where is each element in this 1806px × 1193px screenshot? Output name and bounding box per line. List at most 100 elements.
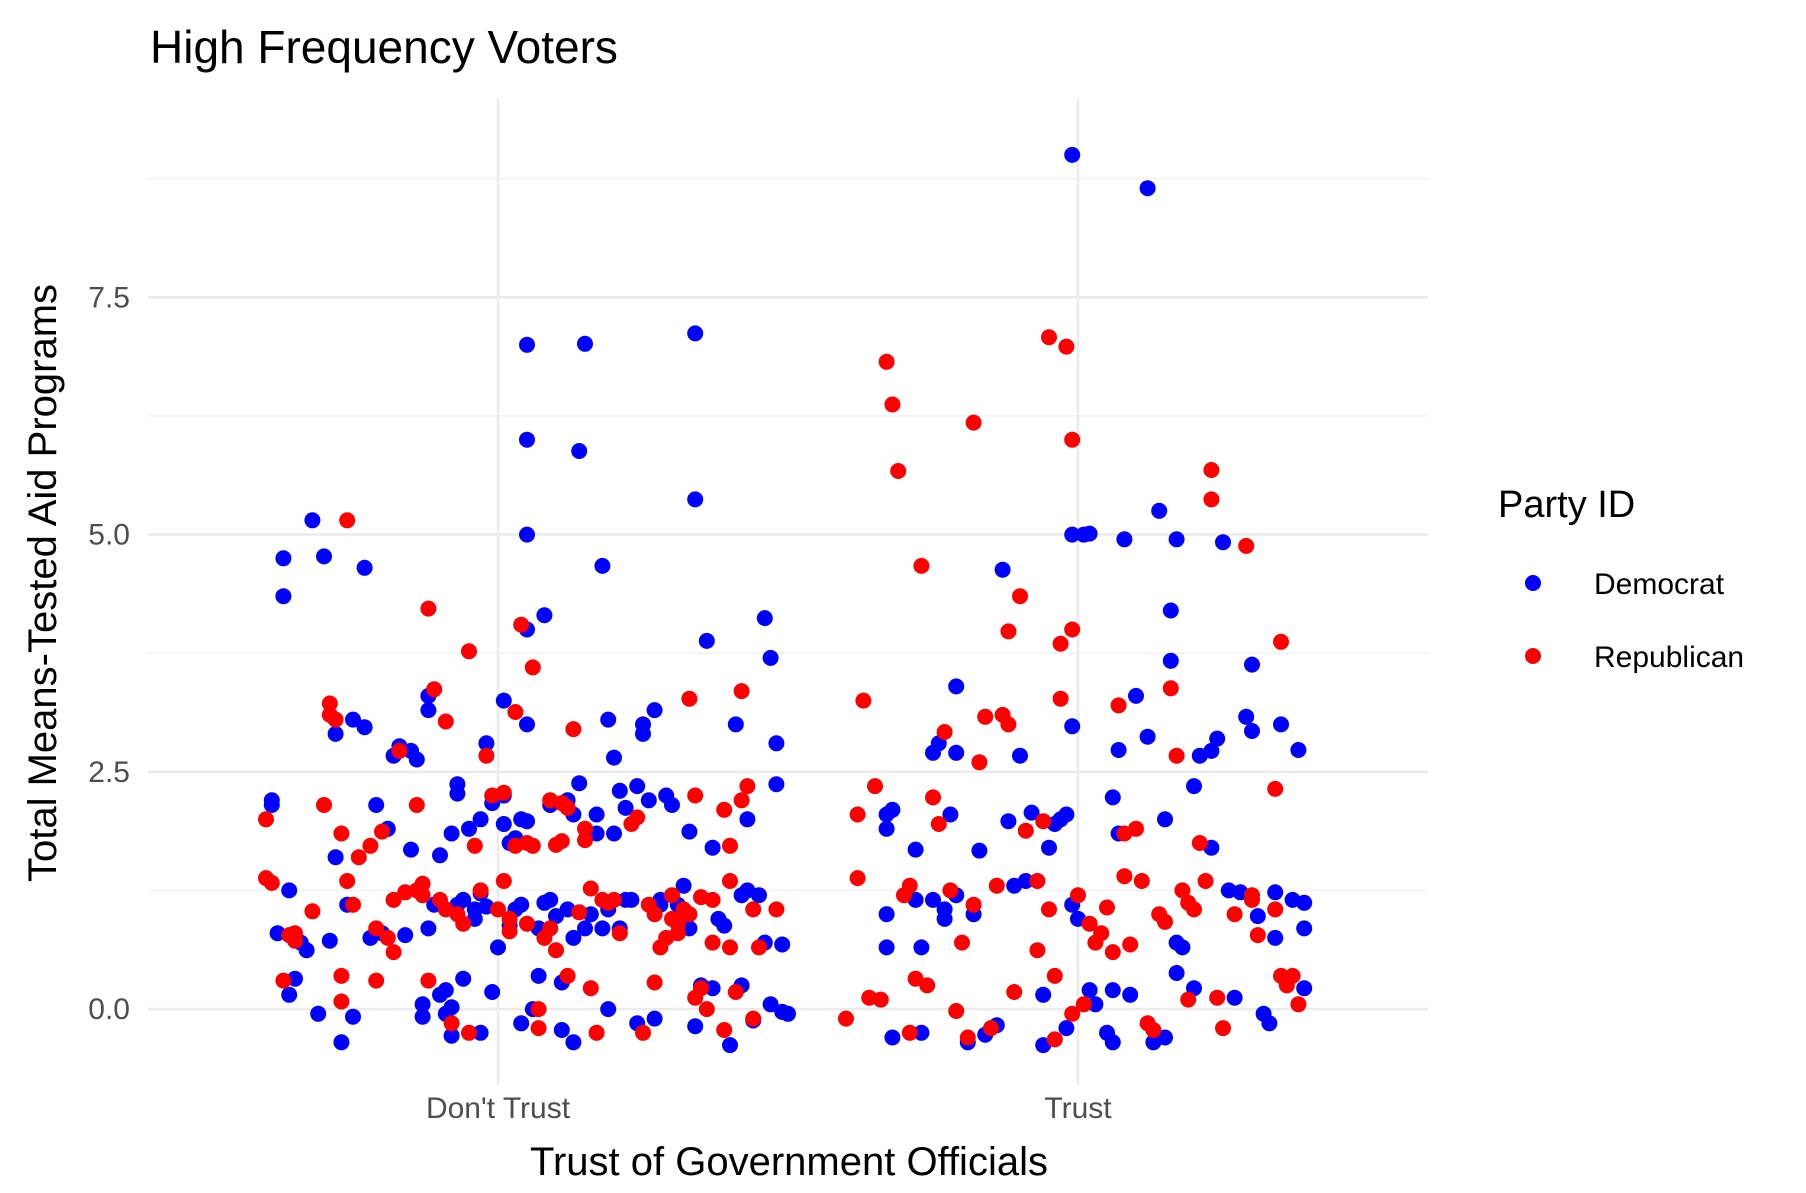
legend-title: Party ID [1498, 484, 1635, 526]
point-democrat [1296, 894, 1313, 911]
point-democrat [310, 1005, 327, 1022]
point-democrat [1110, 742, 1127, 758]
point-democrat [687, 491, 704, 508]
point-democrat [495, 692, 512, 709]
point-republican [739, 778, 756, 795]
point-republican [838, 1010, 854, 1027]
point-republican [461, 1024, 477, 1041]
point-republican [1046, 1031, 1063, 1048]
point-republican [727, 984, 744, 1000]
point-democrat [600, 711, 617, 728]
point-democrat [455, 891, 472, 908]
point-republican [530, 1020, 547, 1037]
point-republican [977, 708, 994, 725]
point-democrat [321, 932, 338, 949]
point-democrat [751, 887, 767, 904]
point-democrat [762, 996, 779, 1013]
point-republican [321, 695, 338, 712]
point-republican [379, 929, 396, 946]
point-democrat [1017, 873, 1034, 889]
point-democrat [316, 548, 332, 565]
point-democrat [1128, 687, 1144, 704]
point-republican [1075, 996, 1092, 1013]
point-democrat [1139, 728, 1156, 745]
point-democrat [263, 797, 280, 813]
point-republican [1017, 822, 1034, 839]
point-democrat [1012, 747, 1028, 764]
point-republican [867, 778, 883, 795]
point-democrat [588, 806, 605, 823]
point-democrat [606, 825, 622, 842]
point-republican [327, 711, 344, 728]
point-republican [1052, 635, 1069, 652]
point-republican [646, 974, 663, 991]
point-republican [1162, 680, 1179, 697]
point-democrat [356, 559, 373, 576]
point-republican [530, 1001, 547, 1018]
point-republican [368, 920, 385, 937]
point-democrat [519, 431, 535, 448]
point-republican [333, 993, 350, 1010]
point-republican [1244, 891, 1260, 908]
point-democrat [571, 775, 588, 792]
point-democrat [1168, 531, 1185, 548]
point-republican [722, 837, 738, 854]
point-democrat [443, 999, 460, 1016]
point-republican [925, 789, 941, 806]
point-democrat [345, 711, 361, 728]
point-republican [1099, 899, 1115, 916]
point-republican [948, 1003, 965, 1019]
point-republican [716, 1022, 733, 1038]
point-republican [350, 849, 367, 866]
point-republican [988, 877, 1005, 894]
point-democrat [756, 610, 773, 627]
point-democrat [704, 839, 721, 856]
legend-swatch-republican [1525, 648, 1541, 664]
point-republican [1093, 925, 1110, 942]
point-republican [1064, 431, 1081, 448]
point-democrat [739, 811, 756, 828]
point-democrat [571, 443, 588, 459]
point-republican [1145, 1022, 1162, 1038]
point-republican [519, 915, 535, 932]
point-democrat [594, 920, 611, 937]
point-democrat [640, 792, 657, 809]
point-republican [965, 414, 982, 431]
point-republican [907, 970, 924, 987]
point-republican [420, 600, 437, 617]
point-republican [1064, 1005, 1081, 1022]
point-republican [408, 797, 425, 813]
y-tick-label: 2.5 [88, 756, 130, 789]
point-democrat [936, 910, 953, 927]
point-republican [1035, 813, 1052, 830]
point-republican [611, 925, 628, 942]
point-republican [1000, 716, 1017, 733]
point-democrat [1104, 1034, 1121, 1051]
point-democrat [606, 749, 622, 766]
point-republican [901, 877, 918, 894]
point-republican [507, 704, 524, 720]
point-democrat [971, 842, 988, 859]
point-democrat [948, 678, 965, 695]
point-democrat [646, 1010, 663, 1027]
point-democrat [472, 811, 489, 828]
point-republican [565, 721, 582, 738]
point-republican [849, 870, 866, 887]
point-democrat [327, 725, 344, 742]
grid-lines [148, 98, 1428, 1085]
point-republican [1041, 329, 1057, 346]
point-democrat [1041, 839, 1057, 856]
point-democrat [281, 882, 298, 899]
point-democrat [455, 970, 472, 987]
point-republican [339, 873, 356, 889]
point-democrat [513, 896, 530, 913]
point-democrat [478, 735, 495, 752]
point-republican [437, 713, 454, 730]
point-democrat [698, 632, 715, 649]
point-democrat [1064, 718, 1081, 735]
point-democrat [443, 825, 460, 842]
point-democrat [948, 744, 965, 761]
point-republican [1267, 780, 1284, 797]
point-republican [559, 967, 576, 984]
